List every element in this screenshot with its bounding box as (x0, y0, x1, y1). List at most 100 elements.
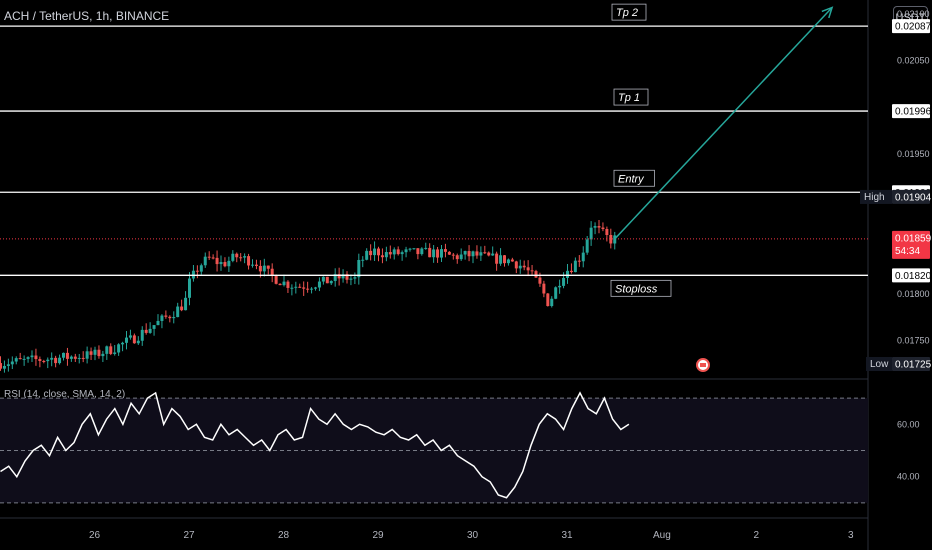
candle-body-51 (199, 265, 203, 272)
price-tag-value-4: 0.01859 (895, 233, 932, 244)
candle-body-80 (314, 287, 317, 289)
candle-body-58 (227, 260, 231, 267)
level-label-box-3 (610, 279, 672, 297)
candle-body-101 (396, 249, 400, 255)
event-marker-icon (696, 358, 710, 372)
price-tag-value-3: 0.01904 (895, 192, 932, 203)
time-tick-label-4: 30 (467, 530, 479, 541)
candle-body-125 (491, 253, 495, 256)
candle-body-55 (215, 257, 219, 265)
candle-body-105 (412, 248, 416, 250)
candle-body-147 (577, 260, 581, 262)
candle-body-64 (251, 264, 254, 266)
candle-body-153 (601, 227, 605, 229)
candle-body-62 (243, 256, 247, 258)
candle-body-12 (46, 359, 50, 362)
candle-body-17 (65, 352, 69, 359)
candle-body-36 (140, 329, 144, 341)
candle-body-16 (62, 352, 65, 358)
candle-body-92 (361, 259, 365, 261)
candle-body-84 (329, 280, 333, 284)
candle-body-122 (479, 252, 483, 256)
candle-body-1 (2, 365, 6, 369)
candle-body-6 (22, 358, 26, 360)
candle-body-49 (191, 270, 195, 279)
candle-body-131 (514, 261, 518, 269)
price-tag-bg-1 (892, 104, 930, 119)
candle-body-114 (447, 251, 451, 255)
level-label-box-1 (613, 88, 649, 106)
candle-body-19 (73, 356, 77, 359)
candle-body-126 (495, 253, 499, 264)
rsi-line (0, 391, 630, 499)
candle-body-121 (475, 251, 479, 256)
candle-body-24 (93, 349, 97, 355)
candle-body-39 (152, 325, 156, 329)
candle-body-0 (0, 363, 2, 369)
candle-body-118 (463, 251, 467, 255)
price-tick-label-1: 0.02050 (897, 56, 930, 66)
candle-body-65 (254, 264, 258, 266)
candle-body-23 (89, 351, 93, 355)
candle-body-47 (184, 297, 188, 311)
chart-title: ACH / TetherUS, 1h, BINANCE (4, 9, 170, 23)
candle-body-116 (455, 255, 459, 260)
price-tag-value-1: 0.01996 (895, 107, 932, 118)
candle-body-20 (77, 357, 81, 359)
candle-body-130 (510, 259, 514, 262)
projection-arrow-line (614, 6, 833, 240)
candle-body-141 (554, 287, 558, 299)
candle-body-148 (581, 252, 585, 262)
candle-body-79 (310, 288, 314, 290)
candle-body-97 (380, 255, 384, 258)
candles-group (0, 219, 617, 373)
rsi-title: RSI (14, close, SMA, 14, 2) (4, 389, 126, 400)
rsi-tick-label-0: 60.00 (897, 419, 920, 429)
candle-body-109 (428, 247, 432, 258)
candle-body-132 (518, 265, 522, 269)
price-tag-bg-3 (892, 189, 930, 204)
candle-body-75 (294, 286, 298, 288)
candle-body-143 (562, 277, 566, 286)
candle-body-77 (302, 287, 306, 289)
candle-body-31 (121, 342, 125, 345)
candle-body-139 (546, 293, 550, 307)
time-tick-label-8: 3 (848, 530, 854, 541)
candle-body-67 (262, 265, 266, 272)
candle-body-46 (180, 306, 184, 311)
candle-body-60 (235, 253, 239, 258)
time-tick-label-2: 28 (278, 530, 290, 541)
candle-body-96 (377, 248, 380, 256)
candle-body-119 (467, 251, 471, 257)
candle-body-87 (341, 274, 345, 279)
candle-body-3 (10, 361, 14, 365)
candle-body-156 (613, 235, 617, 244)
candle-body-108 (424, 247, 428, 249)
price-tick-label-2: 0.01950 (897, 149, 930, 159)
candle-body-61 (239, 257, 243, 259)
candle-body-135 (530, 270, 534, 272)
candle-body-140 (550, 298, 554, 307)
candle-body-89 (349, 278, 353, 280)
candle-body-129 (506, 259, 510, 264)
candle-body-66 (258, 265, 262, 272)
candle-body-152 (597, 226, 601, 228)
price-tag-label-bg-6 (866, 357, 892, 371)
candle-body-41 (160, 315, 164, 321)
candle-body-149 (585, 239, 589, 253)
price-tag-value-5: 0.01820 (895, 271, 932, 282)
candle-body-155 (609, 235, 613, 244)
candle-body-74 (290, 287, 294, 289)
projection-arrow-head (821, 6, 834, 19)
candle-body-43 (168, 316, 172, 319)
candle-body-5 (18, 358, 22, 360)
candle-body-73 (286, 281, 290, 288)
candle-body-69 (270, 268, 274, 276)
candle-body-82 (321, 276, 325, 282)
candle-body-38 (148, 328, 152, 333)
candle-body-100 (392, 249, 396, 255)
price-tag-bg-6 (892, 357, 930, 371)
candle-body-88 (345, 274, 349, 280)
candle-body-72 (282, 281, 286, 286)
